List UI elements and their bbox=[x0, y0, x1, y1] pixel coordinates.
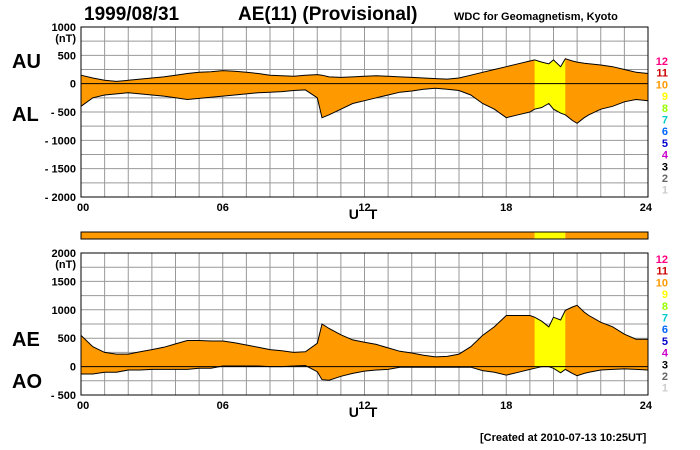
chart-title: AE(11) (Provisional) bbox=[238, 4, 418, 25]
aeAo-upper-line bbox=[80, 304, 648, 358]
auAl-xaxis-label: U T bbox=[349, 206, 381, 222]
source-label: WDC for Geomagnetism, Kyoto bbox=[454, 11, 618, 23]
station-scale-0-8: 8 bbox=[662, 103, 668, 115]
aeAo-area-highlight bbox=[534, 310, 566, 373]
aeAo-ytick-2: 1000 bbox=[52, 305, 76, 317]
date-label: 1999/08/31 bbox=[84, 4, 180, 25]
station-scale-0-11: 11 bbox=[656, 68, 668, 80]
auAl-ytick-2: 0 bbox=[70, 79, 76, 91]
aeAo-unit-label: (nT) bbox=[55, 259, 76, 271]
auAl-ytick-0: 1000 bbox=[52, 22, 76, 34]
station-scale-0-7: 7 bbox=[662, 115, 668, 127]
station-scale-1-7: 7 bbox=[662, 313, 668, 325]
au-label: AU bbox=[12, 51, 41, 73]
auAl-xtick-1: 06 bbox=[217, 202, 229, 214]
aeAo-frame bbox=[80, 252, 649, 396]
station-scale-1-4: 4 bbox=[662, 348, 669, 360]
auAl-lower-line bbox=[80, 87, 649, 124]
auAl-ytick-6: - 2000 bbox=[45, 192, 76, 204]
station-bar-frame bbox=[80, 231, 649, 240]
creation-note: [Created at 2010-07-13 10:25UT] bbox=[480, 432, 647, 444]
station-scale-0-12: 12 bbox=[656, 56, 668, 68]
aeAo-ytick-4: 0 bbox=[70, 362, 76, 374]
station-scale-1-9: 9 bbox=[662, 289, 668, 301]
aeAo-ytick-3: 500 bbox=[58, 333, 76, 345]
station-scale-1-8: 8 bbox=[662, 301, 668, 313]
station-scale-1-6: 6 bbox=[662, 324, 668, 336]
auAl-frame bbox=[80, 26, 649, 198]
station-scale-1-12: 12 bbox=[656, 254, 668, 266]
auAl-xtick-4: 24 bbox=[640, 202, 653, 214]
aeAo-xtick-0: 00 bbox=[77, 400, 89, 412]
auAl-ytick-3: - 500 bbox=[51, 107, 76, 119]
auAl-ytick-4: - 1000 bbox=[45, 135, 76, 147]
station-bar-segment-1 bbox=[534, 232, 566, 239]
station-scale-0-1: 1 bbox=[662, 185, 668, 197]
station-scale-0-6: 6 bbox=[662, 126, 668, 138]
al-label: AL bbox=[12, 104, 39, 126]
aeAo-xtick-4: 24 bbox=[640, 400, 653, 412]
auAl-area-highlight bbox=[534, 58, 566, 115]
auAl-xtick-3: 18 bbox=[500, 202, 512, 214]
ae-label: AE bbox=[12, 329, 40, 351]
aeAo-xtick-2: 12 bbox=[358, 400, 370, 412]
station-scale-1-1: 1 bbox=[662, 383, 668, 395]
aeAo-xtick-1: 06 bbox=[217, 400, 229, 412]
auAl-area bbox=[81, 58, 648, 124]
station-bar-segment-2 bbox=[565, 232, 648, 239]
aeAo-xtick-3: 18 bbox=[500, 400, 512, 412]
station-scale-0-3: 3 bbox=[662, 161, 668, 173]
station-scale-0-5: 5 bbox=[662, 138, 668, 150]
aeAo-ytick-0: 2000 bbox=[52, 248, 76, 260]
station-scale-0-2: 2 bbox=[662, 173, 668, 185]
auAl-ytick-1: 500 bbox=[58, 50, 76, 62]
station-scale-0-9: 9 bbox=[662, 91, 668, 103]
auAl-xtick-0: 00 bbox=[77, 202, 89, 214]
station-scale-1-11: 11 bbox=[656, 266, 668, 278]
station-scale-0-4: 4 bbox=[662, 150, 669, 162]
station-scale-1-3: 3 bbox=[662, 359, 668, 371]
station-scale-1-10: 10 bbox=[656, 277, 668, 289]
aeAo-area bbox=[81, 305, 648, 381]
station-scale-0-10: 10 bbox=[656, 79, 668, 91]
auAl-xtick-2: 12 bbox=[358, 202, 370, 214]
ao-label: AO bbox=[12, 371, 42, 393]
aeAo-ytick-1: 1500 bbox=[52, 276, 76, 288]
aeAo-ytick-5: - 500 bbox=[51, 390, 76, 402]
station-bar-segment-0 bbox=[81, 232, 535, 239]
auAl-unit-label: (nT) bbox=[55, 33, 76, 45]
auAl-ytick-5: - 1500 bbox=[45, 164, 76, 176]
aeAo-xaxis-label: U T bbox=[349, 404, 381, 420]
station-scale-1-2: 2 bbox=[662, 371, 668, 383]
station-scale-1-5: 5 bbox=[662, 336, 668, 348]
auAl-upper-line bbox=[80, 58, 649, 82]
aeAo-lower-line bbox=[81, 364, 649, 381]
